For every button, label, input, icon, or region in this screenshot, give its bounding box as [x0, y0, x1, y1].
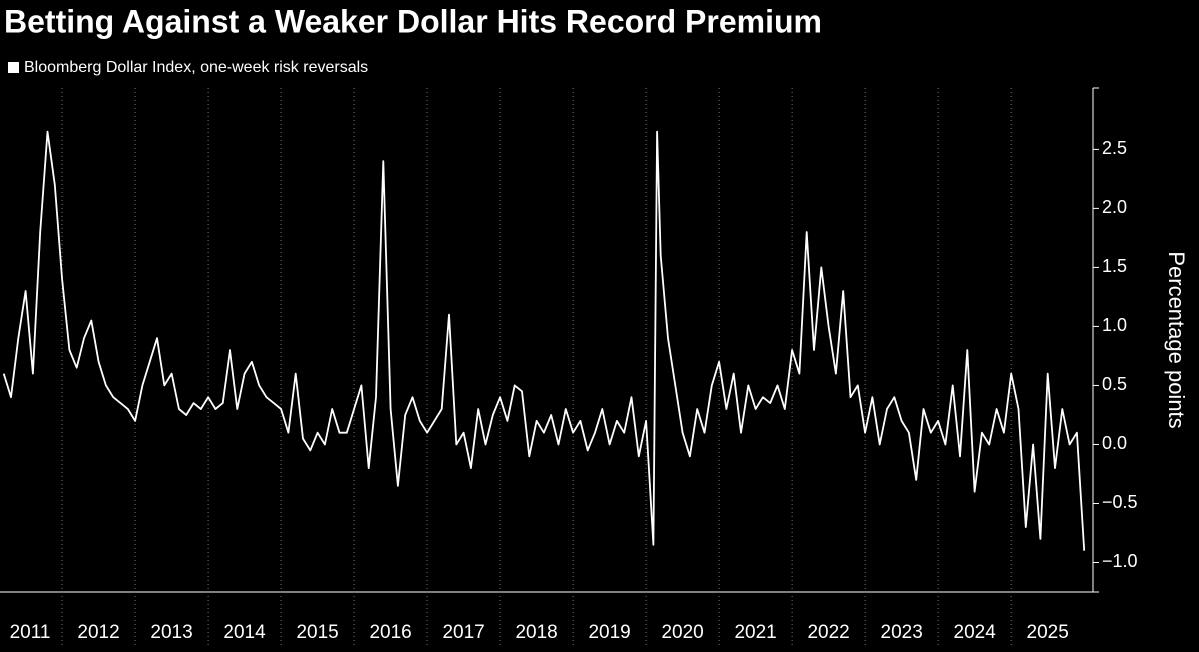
- x-tick-label: 2017: [442, 622, 484, 643]
- y-tick-label: 1.5: [1102, 256, 1127, 276]
- x-tick-label: 2019: [588, 622, 630, 643]
- x-tick-label: 2012: [77, 622, 119, 643]
- legend-label: Bloomberg Dollar Index, one-week risk re…: [24, 59, 368, 76]
- data-line: [2, 130, 1086, 551]
- legend-swatch: [8, 62, 19, 73]
- y-tick-label: 0.0: [1102, 433, 1127, 453]
- x-tick-label: 2015: [296, 622, 338, 643]
- x-tick-label: 2020: [661, 622, 703, 643]
- y-tick-label: 2.5: [1102, 138, 1127, 158]
- x-tick-label: 2025: [1027, 622, 1069, 643]
- y-axis-label: Percentage points: [1164, 251, 1189, 428]
- x-tick-label: 2014: [223, 622, 266, 643]
- y-tick-label: 0.5: [1102, 374, 1127, 394]
- x-tick-label: 2016: [369, 622, 411, 643]
- y-tick-label: −1.0: [1102, 551, 1138, 571]
- y-tick-label: 2.0: [1102, 197, 1127, 217]
- y-tick-label: −0.5: [1102, 492, 1138, 512]
- x-tick-label: 2013: [150, 622, 192, 643]
- x-tick-label: 2021: [734, 622, 776, 643]
- x-tick-label: 2011: [10, 622, 51, 643]
- x-tick-label: 2024: [954, 622, 997, 643]
- x-tick-label: 2023: [881, 622, 923, 643]
- x-tick-label: 2018: [515, 622, 557, 643]
- chart-title: Betting Against a Weaker Dollar Hits Rec…: [4, 3, 822, 39]
- y-tick-label: 1.0: [1102, 315, 1127, 335]
- x-tick-label: 2022: [807, 622, 849, 643]
